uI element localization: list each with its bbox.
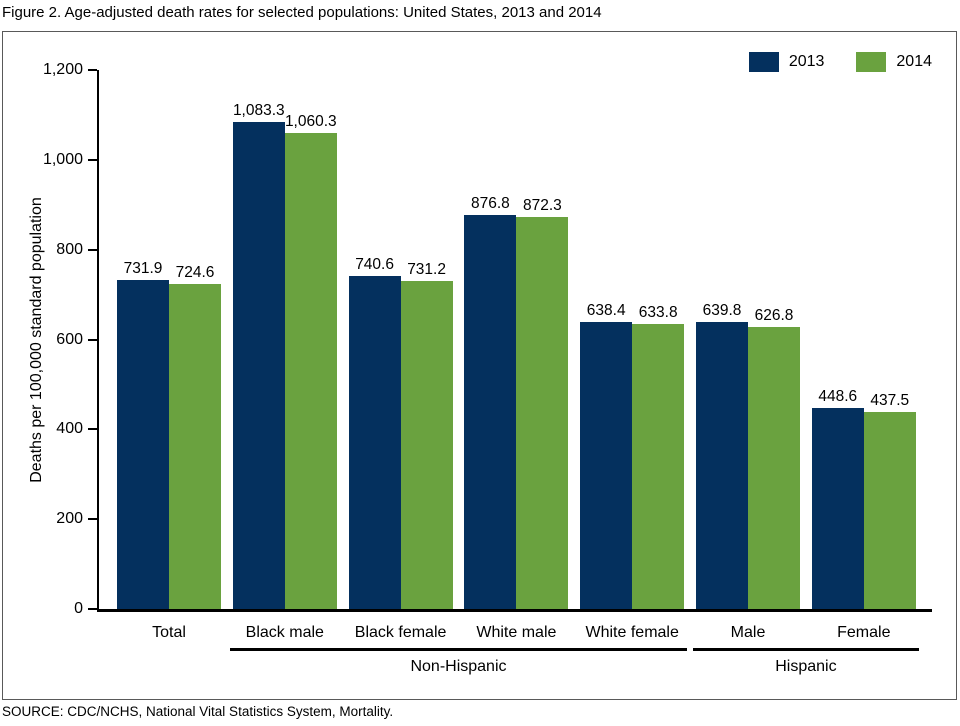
category-label: Male [730,624,766,641]
value-label: 626.8 [754,307,794,325]
category-label: Black male [245,624,324,641]
bar [169,283,221,609]
legend: 2013 2014 [748,52,932,72]
value-label: 872.3 [522,197,562,215]
bar [348,276,401,609]
y-axis-tick [88,518,97,521]
value-label: 724.6 [175,263,215,281]
value-label: 448.6 [818,387,858,405]
value-label: 731.2 [407,260,446,278]
y-axis-tick [88,608,97,610]
legend-swatch-2013-icon [748,52,779,72]
y-axis-tick [88,428,97,431]
value-label: 633.8 [638,304,678,322]
bar [696,321,748,609]
y-tick-label: 200 [56,510,83,528]
legend-label-2013: 2013 [788,53,825,70]
category-label: Female [837,624,891,641]
bar [516,217,569,609]
value-label: 638.4 [586,302,626,320]
bar [863,412,916,609]
y-tick-label: 1,200 [42,61,83,78]
category-label: Black female [354,624,447,641]
group-underline [229,648,688,651]
bar [232,122,285,609]
x-axis-line [97,609,932,612]
value-label: 1,083.3 [232,102,285,120]
legend-label-2014: 2014 [896,53,932,70]
y-axis-tick [88,69,97,71]
category-label: White female [585,624,679,641]
bar [811,407,864,609]
y-tick-label: 400 [56,420,83,438]
bar [117,280,169,609]
group-label: Non-Hispanic [410,658,507,675]
figure-title: Figure 2. Age-adjusted death rates for s… [2,4,602,21]
value-label: 639.8 [702,301,742,319]
group-label: Hispanic [775,658,837,675]
y-tick-label: 0 [74,600,83,617]
value-label: 731.9 [123,260,163,278]
y-tick-label: 1,000 [42,150,83,168]
y-axis-tick [88,338,97,341]
y-axis-line [97,70,99,612]
bar [464,215,517,609]
bar [580,322,633,609]
category-label: White male [476,624,557,641]
value-label: 876.8 [470,195,510,213]
legend-entry-2014: 2014 [856,52,932,72]
figure-box: 2013 2014 Deaths per 100,000 standard po… [2,31,957,700]
value-label: 437.5 [870,392,910,410]
plot-area: 0 200 400 600 800 1,000 1,200 731.9 724.6 Total 1,… [3,32,956,699]
category-label: Total [152,624,186,641]
bar [284,132,337,609]
legend-entry-2013: 2013 [748,52,825,72]
value-label: 1,060.3 [284,112,337,130]
value-label: 740.6 [355,256,394,274]
bar [632,324,685,609]
source-note: SOURCE: CDC/NCHS, National Vital Statist… [2,704,394,719]
legend-swatch-2014-icon [856,52,887,72]
bar [400,280,453,609]
y-axis-tick [88,248,97,251]
y-tick-label: 800 [56,240,83,258]
bar [748,327,800,609]
y-tick-label: 600 [56,330,83,348]
y-axis-tick [88,158,97,161]
group-underline [693,648,919,651]
